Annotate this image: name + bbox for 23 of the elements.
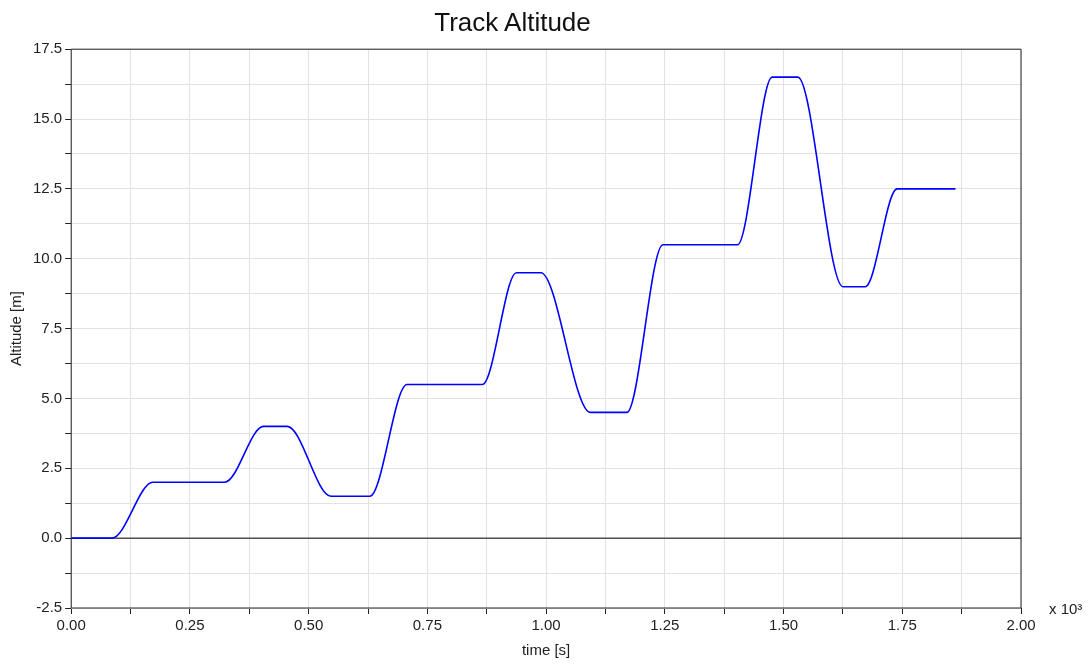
y-tick-label: 10.0 <box>32 248 63 266</box>
y-tick-label: 7.5 <box>41 318 63 336</box>
x-tick-label: 1.00 <box>531 616 561 634</box>
y-axis-title: Altitude [m] <box>7 291 25 367</box>
x-tick-label: 1.25 <box>650 616 680 634</box>
x-axis-title: time [s] <box>521 641 571 659</box>
chart-title: Track Altitude <box>434 6 591 37</box>
x-tick-label: 0.25 <box>175 616 205 634</box>
x-tick-label: 0.50 <box>294 616 324 634</box>
x-tick-label: 0.00 <box>56 616 86 634</box>
x-tick-label: 1.50 <box>768 616 799 634</box>
x-tick-label: 0.75 <box>412 616 442 634</box>
y-tick-label: 0.0 <box>41 528 63 546</box>
text: x 10³ <box>1049 600 1083 618</box>
y-tick-label: 5.0 <box>41 388 63 406</box>
y-tick-label: 15.0 <box>32 109 63 127</box>
x-tick-label: 1.75 <box>887 616 917 634</box>
y-tick-label: 2.5 <box>41 458 63 476</box>
y-tick-label: 12.5 <box>32 179 63 197</box>
y-tick-label: 17.5 <box>32 39 63 57</box>
line-series <box>71 76 957 539</box>
y-tick-label: -2.5 <box>36 598 63 616</box>
x-tick-label: 2.00 <box>1006 616 1036 634</box>
